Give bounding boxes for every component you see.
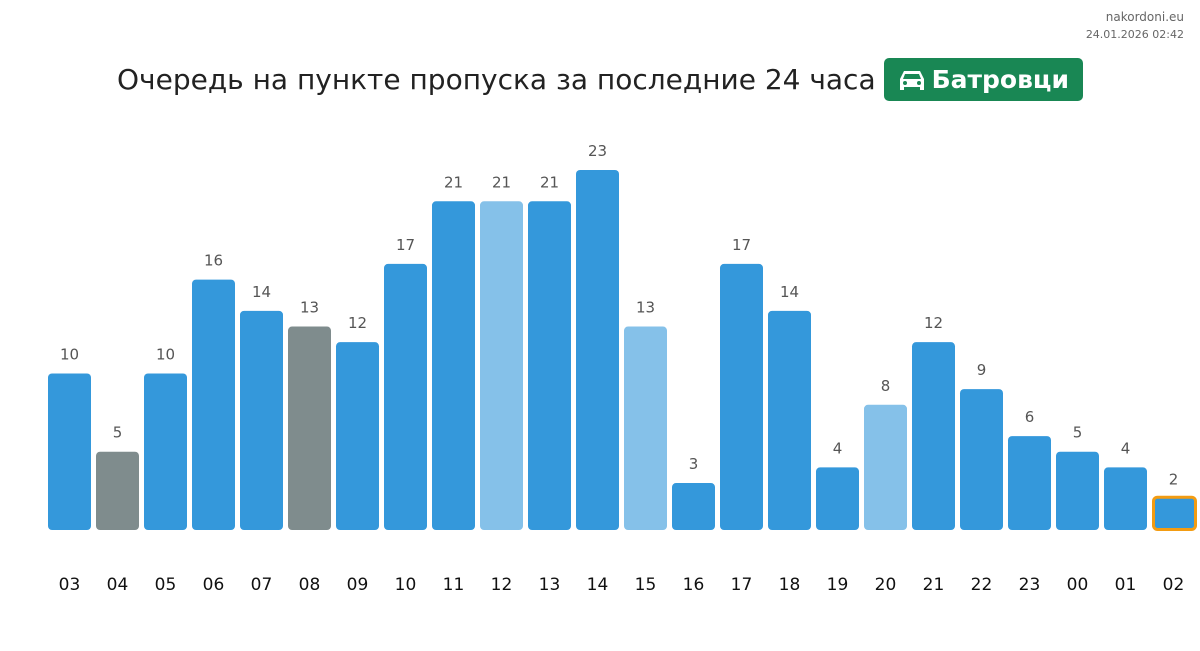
- bar-23: [1008, 436, 1051, 530]
- value-label: 23: [588, 142, 607, 160]
- value-label: 12: [348, 314, 367, 332]
- bar-06: [192, 279, 235, 530]
- value-label: 17: [396, 236, 415, 254]
- chart-title: Очередь на пункте пропуска за последние …: [0, 58, 1200, 101]
- x-tick-label: 17: [731, 575, 753, 595]
- value-label: 10: [60, 345, 79, 363]
- x-tick-label: 18: [779, 575, 801, 595]
- bar-00: [1056, 451, 1099, 530]
- bar-12: [480, 201, 523, 530]
- x-tick-label: 07: [251, 575, 273, 595]
- value-label: 21: [492, 173, 511, 191]
- value-label: 10: [156, 345, 175, 363]
- x-tick-label: 01: [1115, 575, 1137, 595]
- bar-21: [912, 342, 955, 530]
- bar-10: [384, 263, 427, 530]
- value-label: 13: [300, 299, 319, 317]
- x-tick-label: 20: [875, 575, 897, 595]
- x-tick-label: 10: [395, 575, 417, 595]
- bar-16: [672, 483, 715, 530]
- value-label: 21: [540, 173, 559, 191]
- value-label: 6: [1025, 408, 1035, 426]
- checkpoint-badge: Батровци: [883, 58, 1083, 101]
- x-tick-label: 08: [299, 575, 321, 595]
- bar-11: [432, 201, 475, 530]
- x-tick-label: 22: [971, 575, 993, 595]
- value-label: 12: [924, 314, 943, 332]
- value-label: 5: [1073, 424, 1083, 442]
- bar-15: [624, 326, 667, 530]
- value-label: 3: [689, 455, 699, 473]
- x-tick-label: 11: [443, 575, 465, 595]
- bar-04: [96, 451, 139, 530]
- bar-07: [240, 310, 283, 530]
- bar-19: [816, 467, 859, 530]
- x-tick-label: 02: [1163, 575, 1185, 595]
- x-tick-label: 19: [827, 575, 849, 595]
- value-label: 9: [977, 361, 987, 379]
- value-label: 14: [252, 283, 271, 301]
- bar-01: [1104, 467, 1147, 530]
- x-tick-label: 12: [491, 575, 513, 595]
- x-tick-label: 21: [923, 575, 945, 595]
- bar-17: [720, 263, 763, 530]
- x-tick-label: 09: [347, 575, 369, 595]
- value-label: 21: [444, 173, 463, 191]
- x-tick-label: 06: [203, 575, 225, 595]
- x-tick-label: 15: [635, 575, 657, 595]
- value-label: 14: [780, 283, 799, 301]
- x-tick-label: 03: [59, 575, 81, 595]
- x-tick-label: 16: [683, 575, 705, 595]
- bar-13: [528, 201, 571, 530]
- value-label: 8: [881, 377, 891, 395]
- bar-03: [48, 373, 91, 530]
- x-tick-label: 14: [587, 575, 609, 595]
- checkpoint-name: Батровци: [931, 65, 1069, 94]
- x-tick-label: 23: [1019, 575, 1041, 595]
- value-label: 4: [833, 439, 843, 457]
- timestamp: 24.01.2026 02:42: [1085, 28, 1184, 41]
- car-icon: [899, 70, 924, 90]
- x-tick-label: 00: [1067, 575, 1089, 595]
- title-text: Очередь на пункте пропуска за последние …: [117, 63, 876, 96]
- value-label: 13: [636, 299, 655, 317]
- site-info: nakordoni.eu 24.01.2026 02:42: [1086, 9, 1184, 43]
- bar-02: [1152, 495, 1197, 531]
- value-label: 2: [1169, 471, 1179, 489]
- bar-05: [144, 373, 187, 530]
- value-label: 5: [113, 424, 123, 442]
- bar-14: [576, 170, 619, 530]
- value-label: 16: [204, 252, 223, 270]
- bar-08: [288, 326, 331, 530]
- value-label: 17: [732, 236, 751, 254]
- bar-09: [336, 342, 379, 530]
- bar-18: [768, 310, 811, 530]
- x-tick-label: 13: [539, 575, 561, 595]
- site-name: nakordoni.eu: [1105, 10, 1184, 24]
- x-tick-label: 05: [155, 575, 177, 595]
- x-tick-label: 04: [107, 575, 129, 595]
- value-label: 4: [1121, 439, 1131, 457]
- bar-20: [864, 404, 907, 530]
- bar-22: [960, 389, 1003, 530]
